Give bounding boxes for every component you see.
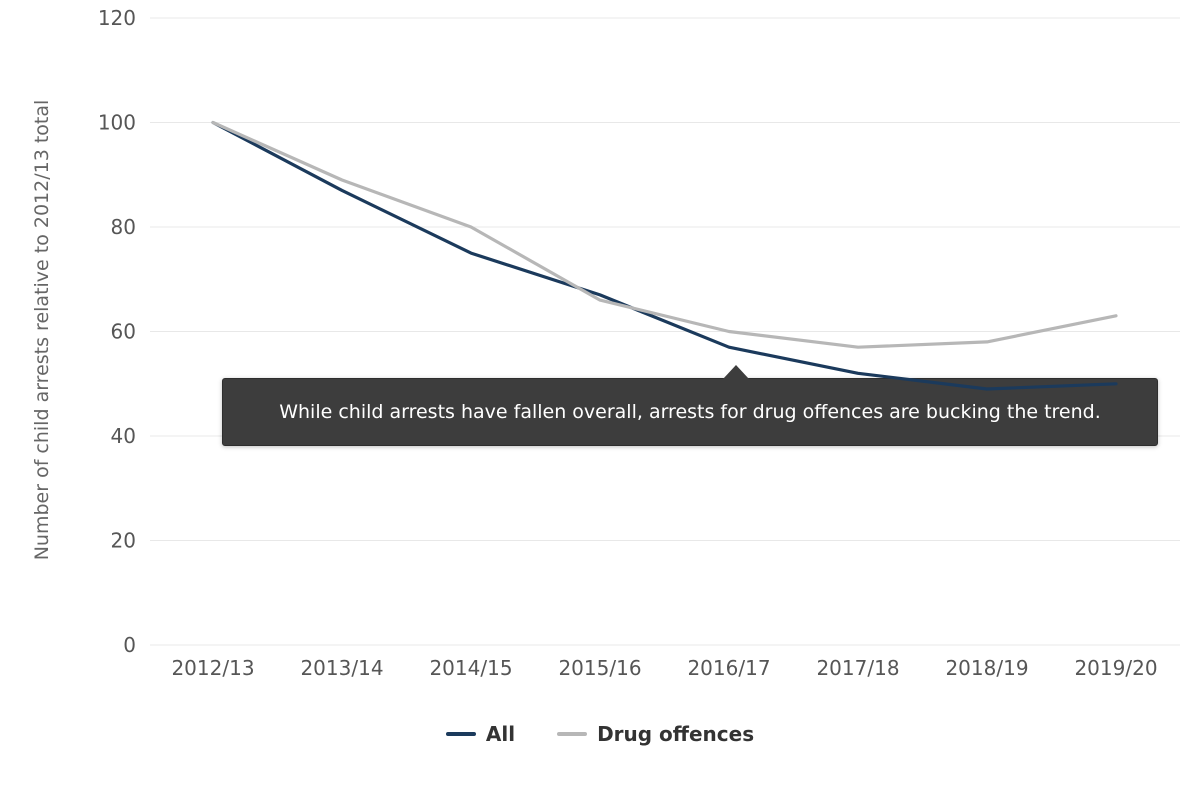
legend: All Drug offences [0, 722, 1200, 746]
y-tick-label: 100 [98, 111, 136, 135]
y-tick-label: 20 [111, 529, 136, 553]
y-tick-label: 60 [111, 320, 136, 344]
x-tick-label: 2014/15 [429, 656, 512, 680]
x-tick-label: 2018/19 [945, 656, 1028, 680]
annotation-tooltip: While child arrests have fallen overall,… [222, 365, 1158, 446]
annotation-arrow-icon [723, 365, 749, 379]
x-tick-label: 2017/18 [816, 656, 899, 680]
legend-swatch-drug-offences [557, 732, 588, 736]
x-tick-label: 2019/20 [1074, 656, 1157, 680]
annotation-text: While child arrests have fallen overall,… [279, 401, 1101, 423]
y-tick-label: 80 [111, 215, 136, 239]
x-tick-label: 2016/17 [687, 656, 770, 680]
x-tick-label: 2013/14 [300, 656, 383, 680]
y-tick-label: 40 [111, 424, 136, 448]
plot-grid-svg: 0 20 40 60 80 100 120 2012/13 2013/14 2014/15 2015… [98, 6, 1180, 680]
legend-item-drug-offences[interactable]: Drug offences [557, 722, 754, 746]
legend-item-all[interactable]: All [445, 722, 516, 746]
legend-swatch-all [445, 732, 476, 736]
legend-label-all: All [485, 722, 516, 746]
legend-label-drug-offences: Drug offences [597, 722, 755, 746]
x-tick-label: 2012/13 [171, 656, 254, 680]
y-tick-label: 120 [98, 6, 136, 30]
x-tick-label: 2015/16 [558, 656, 641, 680]
y-tick-label: 0 [123, 633, 136, 657]
